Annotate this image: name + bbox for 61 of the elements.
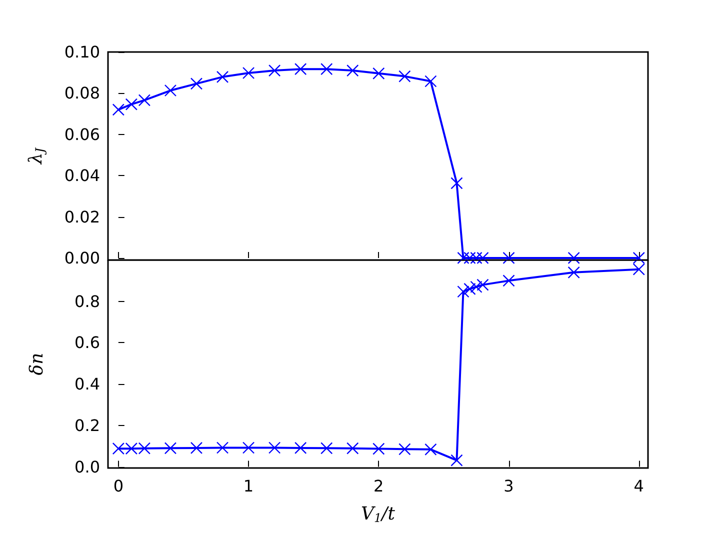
y-tick-label: 0.4: [74, 374, 100, 394]
point: [424, 75, 437, 88]
point: [450, 454, 463, 466]
point: [476, 278, 489, 291]
point: [568, 252, 580, 264]
point: [502, 252, 515, 264]
point: [294, 62, 307, 76]
point: [372, 442, 385, 455]
point: [242, 442, 255, 454]
x-tick-label: 2: [374, 476, 384, 496]
y-tick-label: 0.8: [74, 292, 100, 311]
y-tick-label: 0.2: [74, 416, 100, 435]
point: [464, 282, 476, 296]
point: [346, 64, 359, 77]
point: [450, 177, 463, 190]
point: [294, 442, 307, 454]
point: [464, 252, 476, 264]
y-axis-title: λJ: [26, 146, 47, 166]
point: [268, 442, 281, 454]
x-tick-label: 4: [634, 476, 644, 496]
point: [242, 66, 255, 80]
point: [216, 70, 229, 84]
x-axis-title: V1/t: [361, 504, 396, 525]
y-axis-title: δn: [26, 352, 48, 376]
x-tick-label: 3: [504, 476, 514, 496]
y-tick-label: 0.06: [64, 124, 100, 144]
point: [457, 286, 470, 298]
point: [112, 442, 125, 455]
point: [268, 64, 281, 77]
point: [190, 78, 203, 90]
point: [125, 442, 138, 455]
point: [398, 70, 411, 82]
point: [457, 252, 470, 264]
point: [398, 443, 411, 456]
y-tick-label: 0.0: [74, 457, 100, 476]
point: [470, 280, 482, 293]
y-tick-label: 0.00: [64, 248, 100, 268]
point: [502, 274, 515, 287]
point: [164, 442, 177, 454]
point: [346, 442, 359, 454]
y-tick-label: 0.02: [64, 207, 100, 226]
point: [164, 84, 177, 97]
point: [138, 442, 151, 454]
point: [320, 62, 333, 76]
y-tick-label: 0.08: [64, 84, 100, 103]
point: [138, 94, 151, 106]
y-tick-label: 0.6: [74, 333, 100, 352]
point: [320, 442, 333, 454]
point: [125, 98, 138, 110]
point: [476, 252, 489, 264]
x-tick-label: 1: [243, 476, 254, 496]
point: [372, 67, 385, 80]
point: [568, 266, 580, 279]
point: [112, 104, 125, 116]
x-tick-label: 0: [113, 476, 124, 496]
point: [470, 252, 482, 264]
point: [424, 443, 437, 456]
y-tick-label: 0.04: [64, 166, 100, 186]
point: [190, 442, 203, 454]
point: [216, 442, 229, 454]
y-tick-label: 0.10: [64, 42, 100, 62]
